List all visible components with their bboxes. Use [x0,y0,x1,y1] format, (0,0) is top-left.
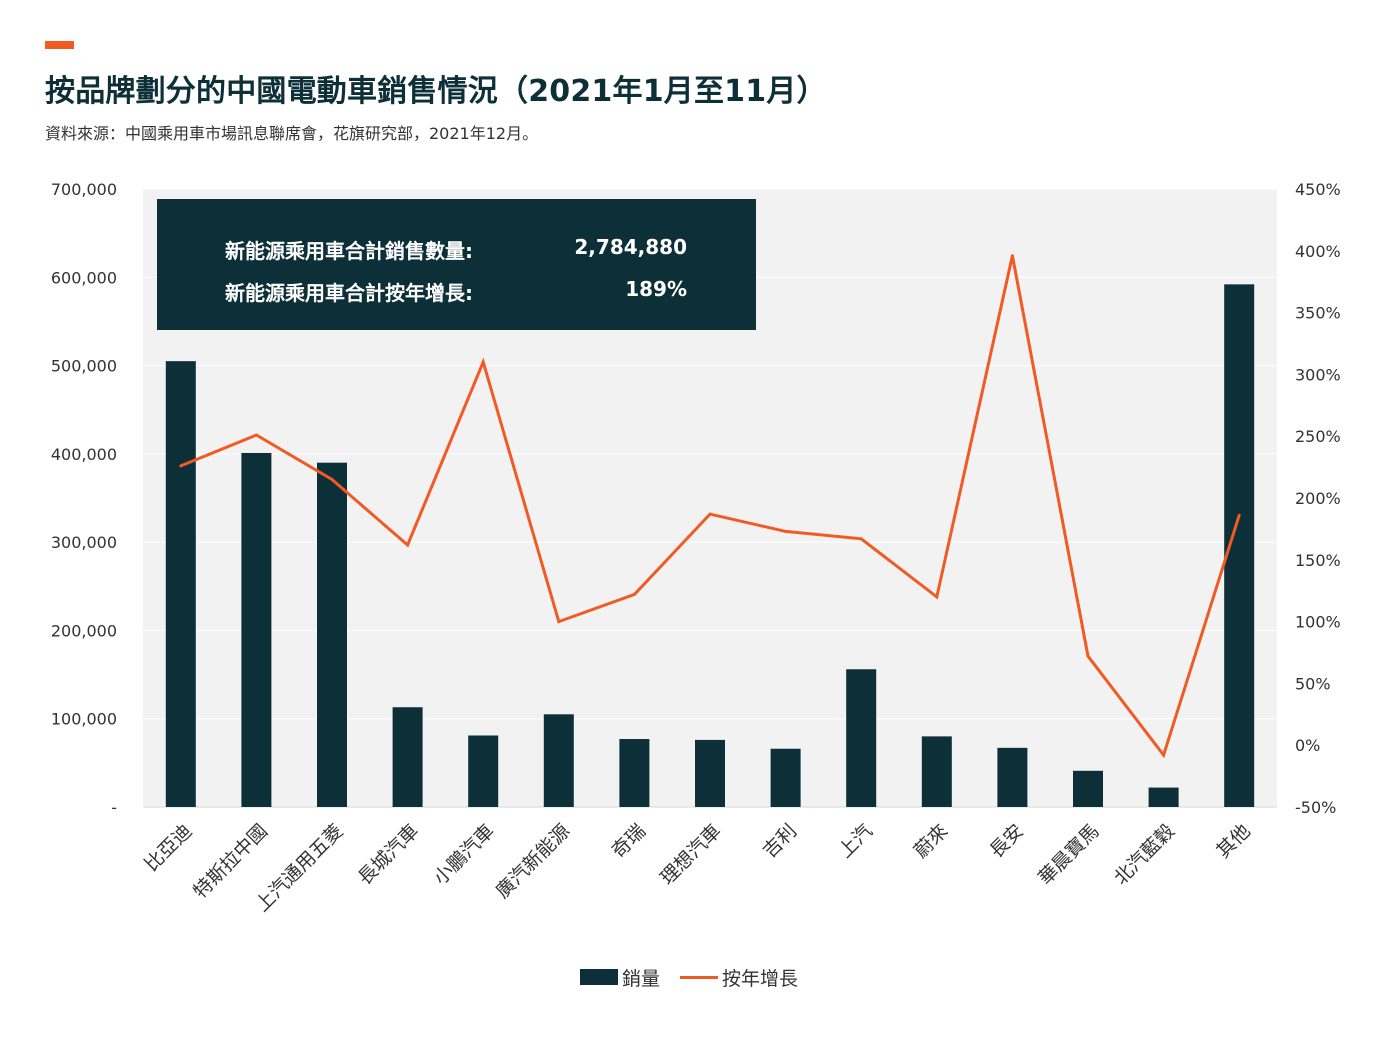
category-label: 廣汽新能源 [492,820,575,903]
category-label: 長城汽車 [354,820,423,889]
category-label: 吉利 [759,820,801,862]
bar-北汽藍穀 [1148,787,1179,807]
category-label: 上汽 [834,820,876,862]
growth-point-上汽通用五菱 [330,477,334,481]
legend-label-growth: 按年增長 [722,967,799,990]
bar-蔚來 [921,736,952,807]
category-label: 比亞迪 [140,820,196,876]
growth-point-吉利 [784,529,788,533]
right-tick-label: 450% [1295,180,1341,199]
legend-item-growth: 按年增長 [680,964,798,991]
left-tick-label: 300,000 [51,533,117,552]
summary-total-label: 新能源乘用車合計銷售數量: [225,239,473,263]
bar-奇瑞 [619,739,650,807]
summary-box: 新能源乘用車合計銷售數量: 2,784,880 新能源乘用車合計按年增長: 18… [157,199,756,330]
growth-point-北汽藍穀 [1162,753,1166,757]
left-tick-label: 400,000 [51,445,117,464]
summary-total-value: 2,784,880 [574,235,687,259]
growth-point-比亞迪 [179,464,183,468]
legend-label-sales: 銷量 [622,967,661,990]
category-label: 其他 [1212,820,1254,862]
chart-title: 按品牌劃分的中國電動車銷售情況（2021年1月至11月） [45,74,827,109]
bar-比亞迪 [165,361,196,807]
legend-item-sales: 銷量 [580,964,660,991]
left-tick-label: 200,000 [51,621,117,640]
growth-point-上汽 [859,537,863,541]
legend-line-swatch [680,975,719,979]
bar-series-sales [165,284,1255,807]
category-label: 華晨寶馬 [1034,820,1103,889]
category-label: 長安 [985,820,1027,862]
growth-point-蔚來 [935,595,939,599]
growth-point-小鵬汽車 [481,360,485,364]
bar-長城汽車 [392,707,423,807]
right-tick-label: 400% [1295,242,1341,261]
category-label: 北汽藍穀 [1110,820,1179,889]
right-tick-label: 150% [1295,551,1341,570]
right-tick-label: 250% [1295,427,1341,446]
right-tick-label: 100% [1295,613,1341,632]
bar-理想汽車 [695,739,725,807]
bar-廣汽新能源 [543,714,574,807]
bar-上汽 [846,669,877,807]
legend-bar-swatch [580,969,618,985]
right-tick-label: 0% [1295,736,1320,755]
line-series-yoy-growth [179,254,1241,759]
summary-growth-label: 新能源乘用車合計按年增長: [225,281,473,305]
bar-上汽通用五菱 [317,462,347,807]
chart-source: 資料來源：中國乘用車市場訊息聯席會，花旗研究部，2021年12月。 [45,124,539,143]
summary-growth-value: 189% [625,277,687,301]
left-tick-label: 700,000 [51,180,117,199]
left-tick-label: 500,000 [51,357,117,376]
bar-長安 [997,747,1028,807]
growth-point-華晨寶馬 [1086,654,1090,658]
left-tick-label: 600,000 [51,268,117,287]
accent-bar [45,41,74,49]
right-tick-label: 50% [1295,674,1331,693]
left-tick-label: 100,000 [51,710,117,729]
bar-小鵬汽車 [468,735,499,807]
bar-特斯拉中國 [241,452,272,807]
category-label: 蔚來 [910,820,952,862]
category-label: 理想汽車 [656,820,725,889]
right-tick-label: 300% [1295,365,1341,384]
growth-point-奇瑞 [632,592,636,596]
right-tick-label: 350% [1295,304,1341,323]
growth-point-長安 [1010,254,1014,258]
legend: 銷量 按年增長 [580,962,798,992]
bar-吉利 [770,748,801,807]
growth-point-長城汽車 [406,543,410,547]
growth-point-其他 [1237,513,1241,517]
left-tick-label: - [111,798,117,817]
growth-point-理想汽車 [708,512,712,516]
category-label: 奇瑞 [607,820,649,862]
growth-point-廣汽新能源 [557,620,561,624]
category-label: 特斯拉中國 [189,820,272,903]
left-y-axis: - 100,000 200,000 300,000 400,000 500,000 600,… [51,180,117,817]
right-y-axis: -50% 0% 50% 100% 150% 200% 250% 300% 350% 400% 450… [1295,180,1341,817]
category-label: 小鵬汽車 [429,820,498,889]
right-tick-label: 200% [1295,489,1341,508]
right-tick-label: -50% [1295,798,1336,817]
bar-華晨寶馬 [1073,770,1103,807]
growth-point-特斯拉中國 [254,433,258,437]
x-axis-categories: 比亞迪特斯拉中國上汽通用五菱 長城汽車 小鵬汽車廣汽新能源 奇瑞 理想汽車 吉利 上汽 蔚來長… [140,820,1254,916]
